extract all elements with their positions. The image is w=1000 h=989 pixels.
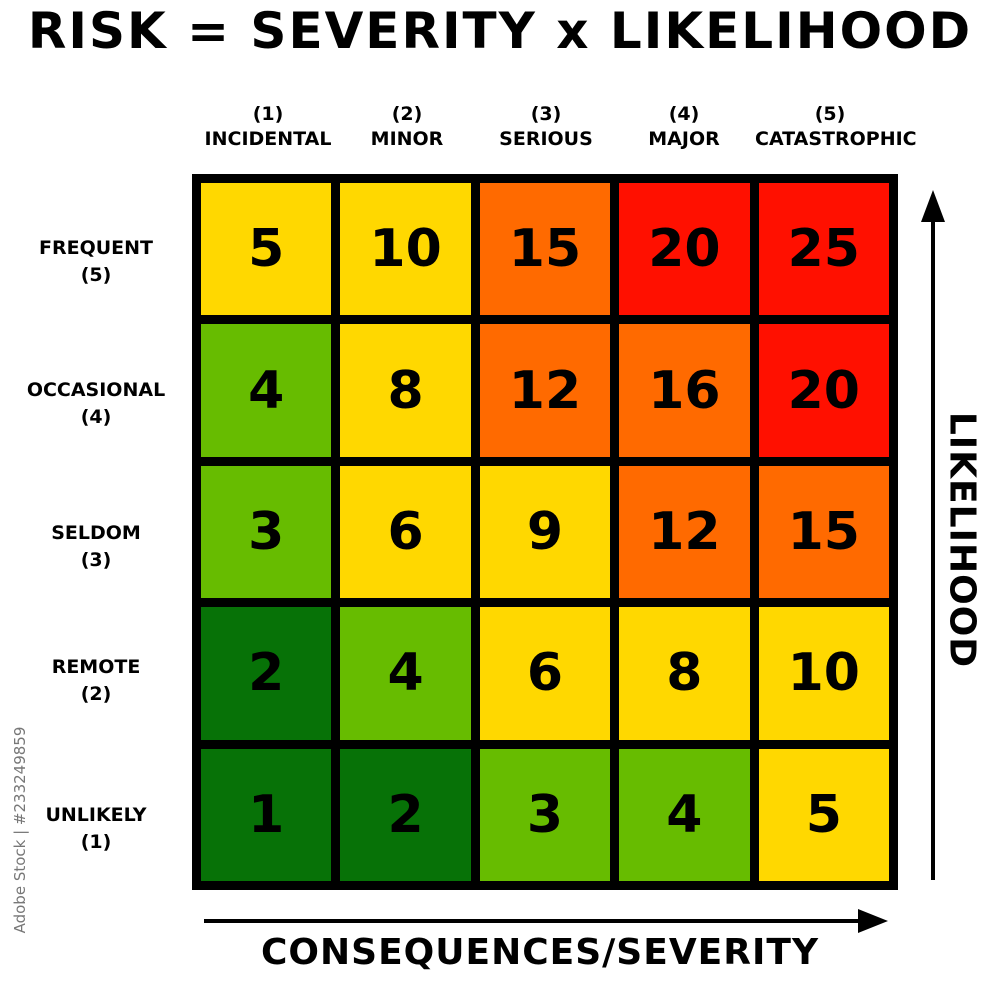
matrix-cell: 4	[619, 748, 750, 881]
row-header: SELDOM (3)	[0, 520, 192, 574]
matrix-cell: 25	[758, 183, 889, 316]
column-header: (4) MAJOR	[609, 102, 759, 152]
row-label: REMOTE	[51, 656, 141, 678]
row-number: (4)	[80, 406, 112, 428]
matrix-cell: 3	[201, 465, 332, 599]
column-label: MAJOR	[648, 128, 720, 150]
row-header: REMOTE (2)	[0, 654, 192, 708]
row-label: OCCASIONAL	[26, 379, 166, 401]
row-header: UNLIKELY (1)	[0, 802, 192, 856]
row-number: (1)	[80, 831, 112, 853]
risk-matrix: 5 10 15 20 25 4 8 12 16 20 3 6 9 12 15 2 4 6 8 10 1 2 3 4 5	[192, 174, 898, 890]
column-label: INCIDENTAL	[204, 128, 332, 150]
column-header: (1) INCIDENTAL	[193, 102, 343, 152]
y-axis-arrow-icon	[921, 190, 945, 880]
matrix-cell: 4	[340, 607, 471, 740]
row-header: FREQUENT (5)	[0, 235, 192, 289]
row-number: (3)	[80, 549, 112, 571]
matrix-cell: 15	[479, 183, 611, 316]
page-title: RISK = SEVERITY x LIKELIHOOD	[27, 2, 973, 60]
matrix-cell: 1	[201, 748, 332, 881]
column-number: (2)	[391, 103, 423, 125]
matrix-cell: 20	[758, 324, 889, 457]
column-label: MINOR	[370, 128, 444, 150]
column-label: CATASTROPHIC	[755, 128, 917, 150]
column-number: (4)	[668, 103, 700, 125]
column-number: (3)	[530, 103, 562, 125]
column-number: (5)	[814, 103, 846, 125]
matrix-cell: 16	[619, 324, 750, 457]
matrix-cell: 12	[479, 324, 611, 457]
y-axis-label: LIKELIHOOD	[941, 411, 983, 669]
matrix-cell: 8	[340, 324, 471, 457]
matrix-cell: 6	[479, 607, 611, 740]
matrix-cell: 12	[619, 465, 750, 599]
matrix-cell: 8	[619, 607, 750, 740]
column-header: (5) CATASTROPHIC	[755, 102, 917, 152]
column-header: (2) MINOR	[332, 102, 482, 152]
matrix-cell: 3	[479, 748, 611, 881]
column-header: (3) SERIOUS	[471, 102, 621, 152]
matrix-cell: 10	[340, 183, 471, 316]
row-number: (2)	[80, 683, 112, 705]
matrix-cell: 15	[758, 465, 889, 599]
row-label: UNLIKELY	[45, 804, 147, 826]
row-number: (5)	[80, 264, 112, 286]
row-header: OCCASIONAL (4)	[0, 377, 192, 431]
matrix-cell: 10	[758, 607, 889, 740]
row-label: SELDOM	[51, 522, 141, 544]
column-number: (1)	[252, 103, 284, 125]
matrix-cell: 5	[201, 183, 332, 316]
row-label: FREQUENT	[38, 237, 153, 259]
matrix-cell: 2	[340, 748, 471, 881]
matrix-cell: 9	[479, 465, 611, 599]
x-axis-arrow-icon	[204, 909, 888, 933]
watermark: Adobe Stock | #233249859	[11, 726, 29, 934]
matrix-cell: 4	[201, 324, 332, 457]
matrix-cell: 5	[758, 748, 889, 881]
x-axis-label: CONSEQUENCES/SEVERITY	[260, 932, 820, 973]
matrix-cell: 2	[201, 607, 332, 740]
matrix-cell: 20	[619, 183, 750, 316]
matrix-cell: 6	[340, 465, 471, 599]
column-label: SERIOUS	[499, 128, 593, 150]
